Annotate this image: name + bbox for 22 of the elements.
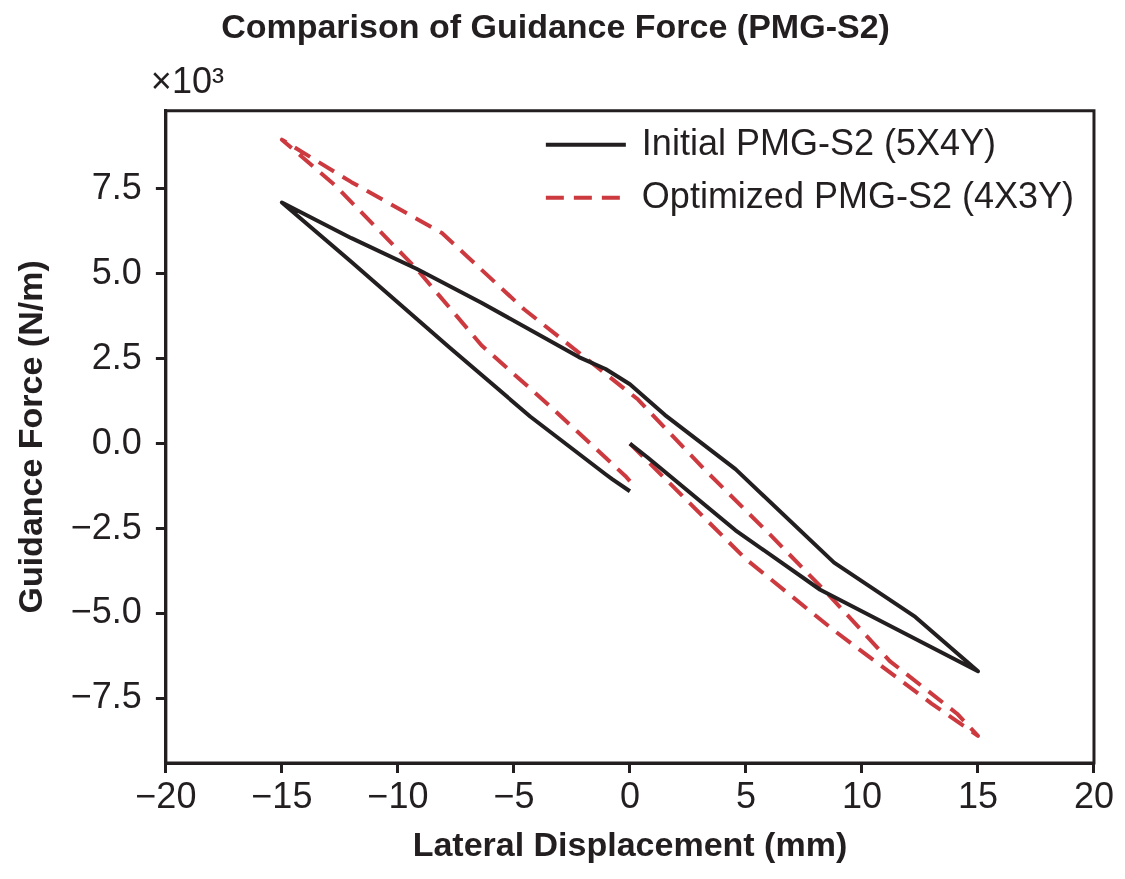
y-tick-label: 7.5	[91, 165, 142, 207]
y-axis-title: Guidance Force (N/m)	[10, 260, 49, 614]
x-axis-title: Lateral Displacement (mm)	[412, 824, 848, 863]
legend-label: Optimized PMG-S2 (4X3Y)	[641, 174, 1074, 216]
x-tick-label: 5	[735, 774, 756, 816]
x-tick-label: −10	[367, 774, 429, 816]
y-tick-label: −2.5	[70, 505, 142, 547]
text: ×10³	[150, 59, 224, 101]
x-tick-label: −20	[135, 774, 197, 816]
x-tick-label: 10	[841, 774, 882, 816]
y-tick-label: 2.5	[91, 335, 142, 377]
y-tick-label: −7.5	[70, 675, 142, 717]
y-tick-label: 5.0	[91, 250, 142, 292]
x-tick-label: 20	[1073, 774, 1114, 816]
y-tick-label: 0.0	[91, 420, 142, 462]
legend-label: Initial PMG-S2 (5X4Y)	[641, 121, 996, 163]
x-tick-label: 15	[957, 774, 998, 816]
x-tick-label: −5	[493, 774, 535, 816]
chart-title: Comparison of Guidance Force (PMG-S2)	[221, 6, 890, 45]
x-tick-label: −15	[251, 774, 313, 816]
y-tick-label: −5.0	[70, 590, 142, 632]
x-tick-label: 0	[619, 774, 640, 816]
